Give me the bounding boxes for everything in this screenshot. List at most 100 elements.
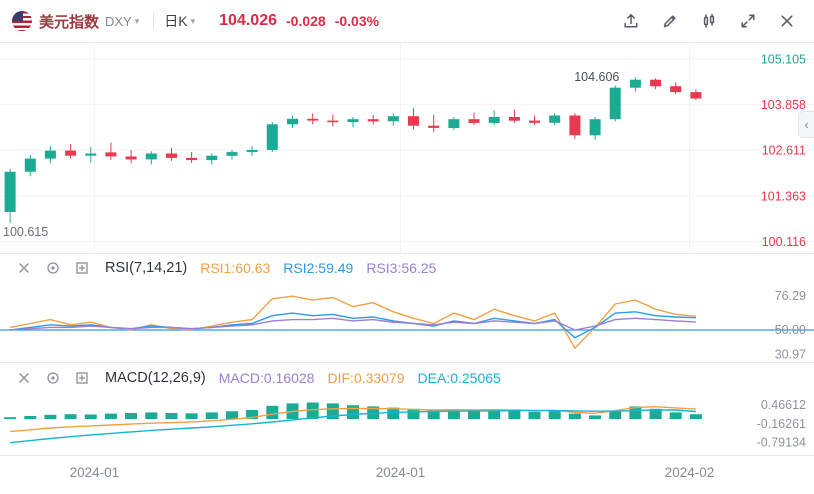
candlestick-chart[interactable]: 105.105 103.858 102.611 101.363 100.116 104.6… <box>0 42 814 253</box>
macd-bar <box>145 412 158 419</box>
candle <box>468 119 480 123</box>
divider <box>0 455 814 456</box>
macd-value: MACD:0.16028 <box>218 370 315 386</box>
candle <box>4 171 16 212</box>
candle <box>609 87 621 120</box>
rsi-title[interactable]: RSI(7,14,21) <box>105 260 188 276</box>
macd-expand-button[interactable] <box>74 370 90 386</box>
candle <box>24 158 36 172</box>
macd-bar <box>387 407 400 419</box>
macd-bar <box>347 405 359 419</box>
rsi-settings-button[interactable] <box>45 260 61 276</box>
export-button[interactable] <box>616 6 646 36</box>
macd-close-button[interactable] <box>16 370 32 386</box>
high-price-annotation: 104.606 <box>574 70 619 84</box>
macd-axis-label: -0.16261 <box>757 417 806 431</box>
macd-bar <box>508 410 521 419</box>
macd-bar <box>4 417 17 419</box>
rsi2-value: RSI2:59.49 <box>283 260 354 276</box>
dif-line <box>10 406 696 433</box>
macd-title[interactable]: MACD(12,26,9) <box>105 370 206 386</box>
period-selector[interactable]: 日K <box>164 13 188 29</box>
rsi-axis-label: 76.29 <box>775 289 806 303</box>
divider <box>0 42 814 43</box>
candle <box>105 152 117 157</box>
macd-bar <box>205 412 218 419</box>
fullscreen-icon <box>741 14 755 28</box>
candle <box>226 152 238 156</box>
candle <box>125 156 137 160</box>
chevron-down-icon[interactable]: ▾ <box>134 15 140 26</box>
macd-bar <box>548 411 561 419</box>
rsi-close-button[interactable] <box>16 260 32 276</box>
macd-bar <box>649 408 662 419</box>
candle <box>670 86 682 93</box>
expand-icon <box>76 262 88 274</box>
macd-bar <box>447 409 460 419</box>
macd-bar <box>669 412 682 419</box>
candle <box>307 118 319 121</box>
candle <box>85 153 97 156</box>
candle <box>508 117 520 121</box>
macd-bar <box>24 416 37 419</box>
draw-button[interactable] <box>655 6 685 36</box>
macd-bar <box>226 411 238 419</box>
macd-bar <box>104 413 117 419</box>
macd-bar <box>306 402 319 419</box>
time-axis[interactable]: 2024-01 2024-01 2024-02 <box>0 456 814 494</box>
last-price: 104.026 <box>219 12 277 29</box>
macd-chart[interactable]: 0.46612 -0.16261 -0.79134 <box>0 362 814 455</box>
macd-bar <box>266 405 279 419</box>
candle <box>408 116 419 126</box>
indicators-icon <box>703 13 715 28</box>
symbol-name[interactable]: 美元指数 <box>39 13 100 31</box>
rsi-line-RSI1 <box>9 295 696 349</box>
macd-axis-label: 0.46612 <box>761 398 806 412</box>
chevron-down-icon[interactable]: ▾ <box>190 15 196 26</box>
macd-bar <box>407 408 420 419</box>
toolbar: 美元指数 DXY ▾ 日K ▾ 104.026 -0.028 -0.03% <box>0 0 814 42</box>
macd-panel-header: MACD(12,26,9) MACD:0.16028 DIF:0.33079 D… <box>16 367 501 389</box>
candle <box>529 120 540 123</box>
price-axis-label: 101.363 <box>761 189 806 203</box>
chevron-left-icon: ‹ <box>804 117 809 132</box>
candle <box>488 117 500 123</box>
close-button[interactable] <box>772 6 802 36</box>
macd-bar <box>568 413 581 419</box>
rsi-line-RSI2 <box>10 311 696 339</box>
divider <box>0 253 814 254</box>
time-label: 2024-01 <box>375 465 426 480</box>
macd-bar <box>165 413 178 419</box>
macd-axis-label: -0.79134 <box>757 436 806 450</box>
indicators-button[interactable] <box>694 6 724 36</box>
draw-icon <box>663 15 676 28</box>
candle <box>145 153 157 160</box>
candle <box>387 116 399 122</box>
candle <box>367 119 379 122</box>
symbol-code[interactable]: DXY <box>105 13 132 29</box>
collapse-panel-handle[interactable]: ‹ <box>798 111 814 138</box>
price-axis-label: 100.116 <box>762 235 806 249</box>
rsi-expand-button[interactable] <box>74 260 90 276</box>
price-change-percent: -0.03% <box>334 13 380 29</box>
price-axis-label: 105.105 <box>761 53 806 67</box>
divider <box>0 362 814 363</box>
settings-icon <box>47 262 59 274</box>
candle <box>569 115 581 136</box>
close-icon <box>781 15 793 27</box>
macd-bar <box>64 414 77 419</box>
macd-bar <box>125 413 138 419</box>
rsi-chart[interactable]: 76.29 50.00 30.97 <box>0 253 814 362</box>
macd-settings-button[interactable] <box>45 370 61 386</box>
candle <box>428 125 440 128</box>
candle <box>287 118 298 125</box>
rsi-line-RSI3 <box>10 317 696 331</box>
settings-icon <box>47 372 59 384</box>
macd-bar <box>629 406 642 419</box>
symbol-quote-group: 美元指数 DXY ▾ 日K ▾ 104.026 -0.028 -0.03% <box>12 11 379 32</box>
dea-line <box>10 409 696 444</box>
candle <box>629 79 641 88</box>
fullscreen-button[interactable] <box>733 6 763 36</box>
rsi-axis-label: 50.00 <box>775 323 806 337</box>
candle <box>206 155 218 161</box>
